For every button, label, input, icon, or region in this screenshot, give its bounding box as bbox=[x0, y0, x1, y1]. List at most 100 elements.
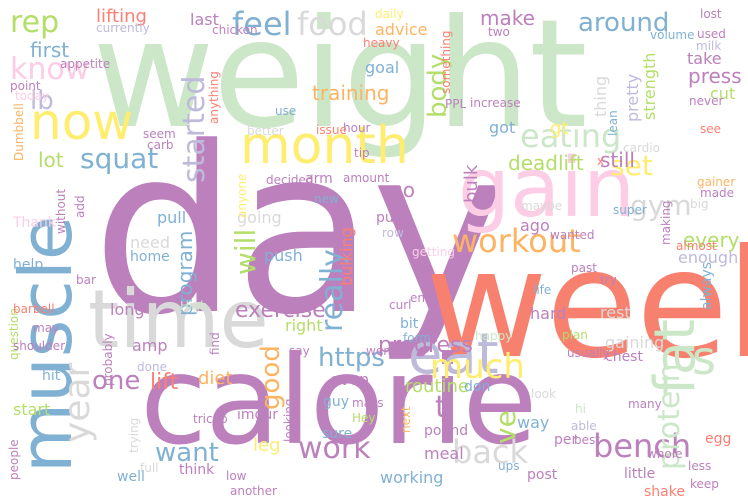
word-started: started bbox=[177, 75, 212, 183]
word-shake: shake bbox=[644, 484, 685, 500]
word-calorie: calorie bbox=[140, 330, 537, 472]
word-maybe: maybe bbox=[521, 199, 563, 213]
word-bulk: bulk bbox=[461, 164, 482, 203]
word-curl: curl bbox=[389, 298, 412, 312]
word-diet: diet bbox=[198, 368, 233, 389]
word-better: better bbox=[247, 124, 284, 138]
word-may: may bbox=[33, 321, 60, 335]
word-pound: pound bbox=[424, 423, 469, 439]
word-start: start bbox=[13, 400, 51, 419]
word-need: need bbox=[130, 233, 170, 252]
word-carb: carb bbox=[147, 138, 174, 152]
word-rest: rest bbox=[600, 303, 631, 322]
word-one: one bbox=[92, 366, 141, 396]
word-egg: egg bbox=[705, 431, 732, 447]
word-eat: eat bbox=[408, 322, 499, 387]
word-work: work bbox=[298, 431, 371, 466]
word-much: much bbox=[430, 347, 525, 387]
word-feel: feel bbox=[232, 5, 292, 43]
word-tip: tip bbox=[354, 146, 370, 160]
word-still: still bbox=[600, 148, 635, 172]
word-milk: milk bbox=[696, 39, 722, 53]
word-went: went bbox=[366, 344, 396, 358]
word-time: time bbox=[88, 273, 269, 366]
word-done: done bbox=[137, 360, 167, 374]
word-increase: increase bbox=[470, 96, 521, 110]
word-super: super bbox=[613, 203, 647, 217]
word-never: never bbox=[689, 94, 724, 108]
word-post: post bbox=[527, 467, 558, 483]
word-usually: usually bbox=[567, 346, 610, 360]
word-pretty: pretty bbox=[623, 73, 642, 122]
word-got: got bbox=[489, 118, 516, 137]
word-made: made bbox=[700, 186, 735, 200]
word-low: low bbox=[226, 469, 247, 483]
word-https: https bbox=[318, 343, 385, 373]
word-exercise: exercise bbox=[235, 298, 326, 323]
word-enough: enough bbox=[678, 248, 739, 267]
word-full: full bbox=[140, 461, 159, 475]
word-year: year bbox=[57, 362, 98, 443]
word-gainer: gainer bbox=[697, 175, 736, 189]
word-first: first bbox=[30, 38, 70, 62]
word-issue: issue bbox=[316, 123, 347, 137]
word-home: home bbox=[130, 249, 170, 265]
word-decided: decided bbox=[266, 173, 314, 187]
word-chest: chest bbox=[605, 349, 643, 365]
word-rep: rep bbox=[10, 5, 60, 40]
word-training: training bbox=[312, 81, 390, 105]
word-advice: advice bbox=[375, 20, 428, 39]
word-look: look bbox=[531, 387, 556, 401]
word-lift: lift bbox=[150, 370, 179, 395]
word-trying: trying bbox=[127, 417, 141, 453]
word-anyone: anyone bbox=[235, 173, 249, 218]
word-use: use bbox=[275, 104, 297, 118]
word-best: best bbox=[574, 433, 600, 447]
word-form: form bbox=[403, 331, 431, 345]
word-find: find bbox=[208, 332, 222, 355]
word-workout: workout bbox=[452, 222, 581, 260]
word-past: past bbox=[571, 261, 597, 275]
word-life: life bbox=[533, 283, 552, 297]
word-eating: eating bbox=[520, 117, 622, 155]
word-back: back bbox=[452, 433, 529, 471]
word-progress: progress bbox=[378, 333, 473, 358]
word-amp: amp bbox=[132, 336, 168, 355]
word-hi: hi bbox=[575, 402, 586, 416]
word-people: people bbox=[7, 439, 21, 480]
word-seem: seem bbox=[143, 127, 176, 141]
word-cardio: cardio bbox=[623, 141, 660, 155]
word-long: long bbox=[110, 300, 145, 319]
word-make: make bbox=[480, 6, 535, 30]
word-arm: arm bbox=[305, 171, 333, 187]
word-way: way bbox=[517, 413, 550, 432]
word-bench: bench bbox=[593, 427, 692, 465]
word-imgur: imgur bbox=[237, 407, 279, 423]
word-anything: anything bbox=[207, 71, 221, 124]
word-leg: leg bbox=[253, 435, 281, 456]
word-don: don bbox=[464, 379, 491, 395]
word-getting: getting bbox=[412, 245, 455, 259]
word-bulking: bulking bbox=[337, 227, 356, 286]
word-well: well bbox=[117, 469, 145, 485]
word-next: next bbox=[399, 406, 413, 433]
word-every: every bbox=[683, 228, 740, 252]
word-think: think bbox=[179, 462, 215, 478]
word-right: right bbox=[285, 316, 323, 335]
word-wanted: wanted bbox=[550, 228, 595, 242]
word-without: without bbox=[54, 188, 68, 234]
word-pull: pull bbox=[157, 208, 187, 227]
word-gym: gym bbox=[630, 189, 692, 222]
word-another: another bbox=[230, 484, 277, 498]
word-new: new bbox=[314, 192, 339, 206]
word-currently: currently bbox=[96, 21, 150, 35]
word-routine: routine bbox=[405, 376, 469, 397]
word-month: month bbox=[240, 116, 409, 176]
word-know: know bbox=[10, 52, 90, 87]
word-barbell: barbell bbox=[13, 302, 55, 316]
word-bit: bit bbox=[400, 316, 419, 332]
word-gain: gain bbox=[458, 141, 636, 236]
word-shoulder: shoulder bbox=[13, 339, 66, 353]
word-gt: gt bbox=[550, 118, 569, 139]
